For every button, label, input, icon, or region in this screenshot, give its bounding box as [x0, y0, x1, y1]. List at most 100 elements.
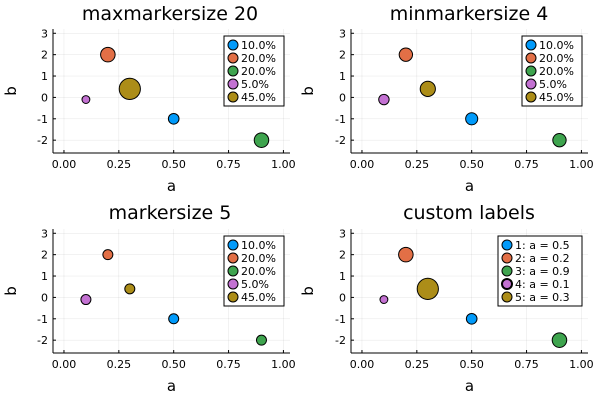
legend-label: 20.0%: [241, 52, 276, 65]
chart-panel-2: 0.00 0.25 0.50 0.75 1.00 -2 -1 0 1 2 3 minmarkersiz…: [299, 3, 594, 195]
y-tick-label: 0: [41, 91, 48, 104]
chart-title: custom labels: [403, 202, 535, 224]
x-axis-label: a: [167, 377, 176, 395]
data-point: [167, 112, 180, 125]
legend-label: 5: a = 0.3: [515, 291, 570, 304]
legend-marker: [227, 278, 239, 290]
legend-marker: [501, 291, 513, 303]
x-tick-label: 0.25: [107, 358, 132, 371]
legend-marker: [525, 39, 537, 51]
legend-label: 20.0%: [241, 65, 276, 78]
data-point: [379, 295, 389, 304]
x-tick-label: 0.25: [405, 358, 430, 371]
chart-title: maxmarkersize 20: [82, 3, 258, 25]
data-point: [465, 112, 479, 126]
y-tick-label: -1: [37, 313, 48, 326]
x-tick-label: 0.50: [459, 358, 484, 371]
y-tick-label: 1: [41, 270, 48, 283]
legend-label: 10.0%: [241, 239, 276, 252]
y-axis-label: b: [299, 86, 317, 96]
y-tick-label: 2: [41, 249, 48, 262]
x-tick-label: 0.00: [350, 158, 375, 171]
chart-title: minmarkersize 4: [390, 3, 549, 25]
x-tick-label: 0.50: [459, 158, 484, 171]
legend-marker: [227, 265, 239, 277]
x-tick-label: 0.00: [52, 358, 77, 371]
legend-label: 45.0%: [241, 291, 276, 304]
chart-panel-4: 0.00 0.25 0.50 0.75 1.00 -2 -1 0 1 2 3 custom label…: [299, 202, 594, 395]
data-point: [416, 277, 439, 300]
legend-label: 20.0%: [241, 252, 276, 265]
y-tick-label: 2: [41, 49, 48, 62]
data-point: [80, 294, 92, 306]
data-point: [552, 133, 567, 148]
chart-title: markersize 5: [109, 202, 232, 224]
y-axis-label: b: [299, 286, 317, 296]
x-tick-label: 0.75: [216, 158, 241, 171]
legend-label: 45.0%: [539, 91, 574, 104]
legend-label: 4: a = 0.1: [515, 278, 570, 291]
data-point: [102, 249, 114, 261]
data-point: [551, 332, 568, 348]
legend-label: 20.0%: [241, 265, 276, 278]
legend-marker: [227, 239, 239, 251]
chart-panel-1: 0.00 0.25 0.50 0.75 1.00 -2 -1 0 1 2 3 maxmarkersiz…: [2, 3, 296, 195]
x-axis-label: a: [465, 177, 474, 195]
data-point: [124, 283, 136, 295]
legend-label: 10.0%: [241, 39, 276, 52]
y-tick-label: -2: [37, 334, 48, 347]
legend-label: 2: a = 0.2: [515, 252, 570, 265]
legend-marker: [227, 52, 239, 64]
x-tick-label: 0.00: [52, 158, 77, 171]
legend-label: 20.0%: [539, 65, 574, 78]
legend-marker: [525, 65, 537, 77]
x-tick-label: 0.50: [161, 358, 186, 371]
y-tick-label: 3: [339, 227, 346, 240]
x-tick-label: 0.50: [161, 158, 186, 171]
y-axis-label: b: [2, 86, 20, 96]
y-tick-label: 3: [339, 27, 346, 40]
legend-marker: [227, 291, 239, 303]
data-point: [168, 313, 180, 325]
legend-label: 45.0%: [241, 91, 276, 104]
x-axis-label: a: [465, 377, 474, 395]
y-tick-label: 3: [41, 27, 48, 40]
x-tick-label: 1.00: [271, 158, 296, 171]
x-tick-label: 0.25: [405, 158, 430, 171]
y-tick-label: 1: [339, 270, 346, 283]
legend-marker: [525, 52, 537, 64]
legend-marker: [501, 252, 513, 264]
legend-marker: [525, 78, 537, 90]
y-tick-label: 0: [41, 291, 48, 304]
x-tick-label: 0.00: [350, 358, 375, 371]
data-point: [255, 334, 267, 346]
y-tick-label: 0: [339, 291, 346, 304]
legend-marker: [501, 278, 513, 290]
data-point: [398, 47, 414, 62]
legend-label: 10.0%: [539, 39, 574, 52]
y-tick-label: 2: [339, 49, 346, 62]
y-tick-label: -2: [335, 334, 346, 347]
y-tick-label: -1: [335, 113, 346, 126]
legend-marker: [501, 265, 513, 277]
x-tick-label: 1.00: [271, 358, 296, 371]
x-tick-label: 0.25: [107, 158, 132, 171]
y-tick-label: -2: [335, 134, 346, 147]
data-point: [118, 77, 141, 100]
y-tick-label: -1: [335, 313, 346, 326]
chart-panel-3: 0.00 0.25 0.50 0.75 1.00 -2 -1 0 1 2 3 markersize 5…: [2, 202, 296, 395]
legend-marker: [227, 252, 239, 264]
legend-label: 20.0%: [539, 52, 574, 65]
legend-label: 3: a = 0.9: [515, 265, 570, 278]
legend-marker: [227, 91, 239, 103]
y-tick-label: 3: [41, 227, 48, 240]
y-axis-label: b: [2, 286, 20, 296]
x-tick-label: 0.75: [514, 158, 539, 171]
x-tick-label: 1.00: [569, 158, 594, 171]
legend-label: 5.0%: [241, 78, 269, 91]
data-point: [419, 80, 436, 97]
legend-marker: [525, 91, 537, 103]
data-point: [81, 95, 91, 104]
y-tick-label: 0: [339, 91, 346, 104]
